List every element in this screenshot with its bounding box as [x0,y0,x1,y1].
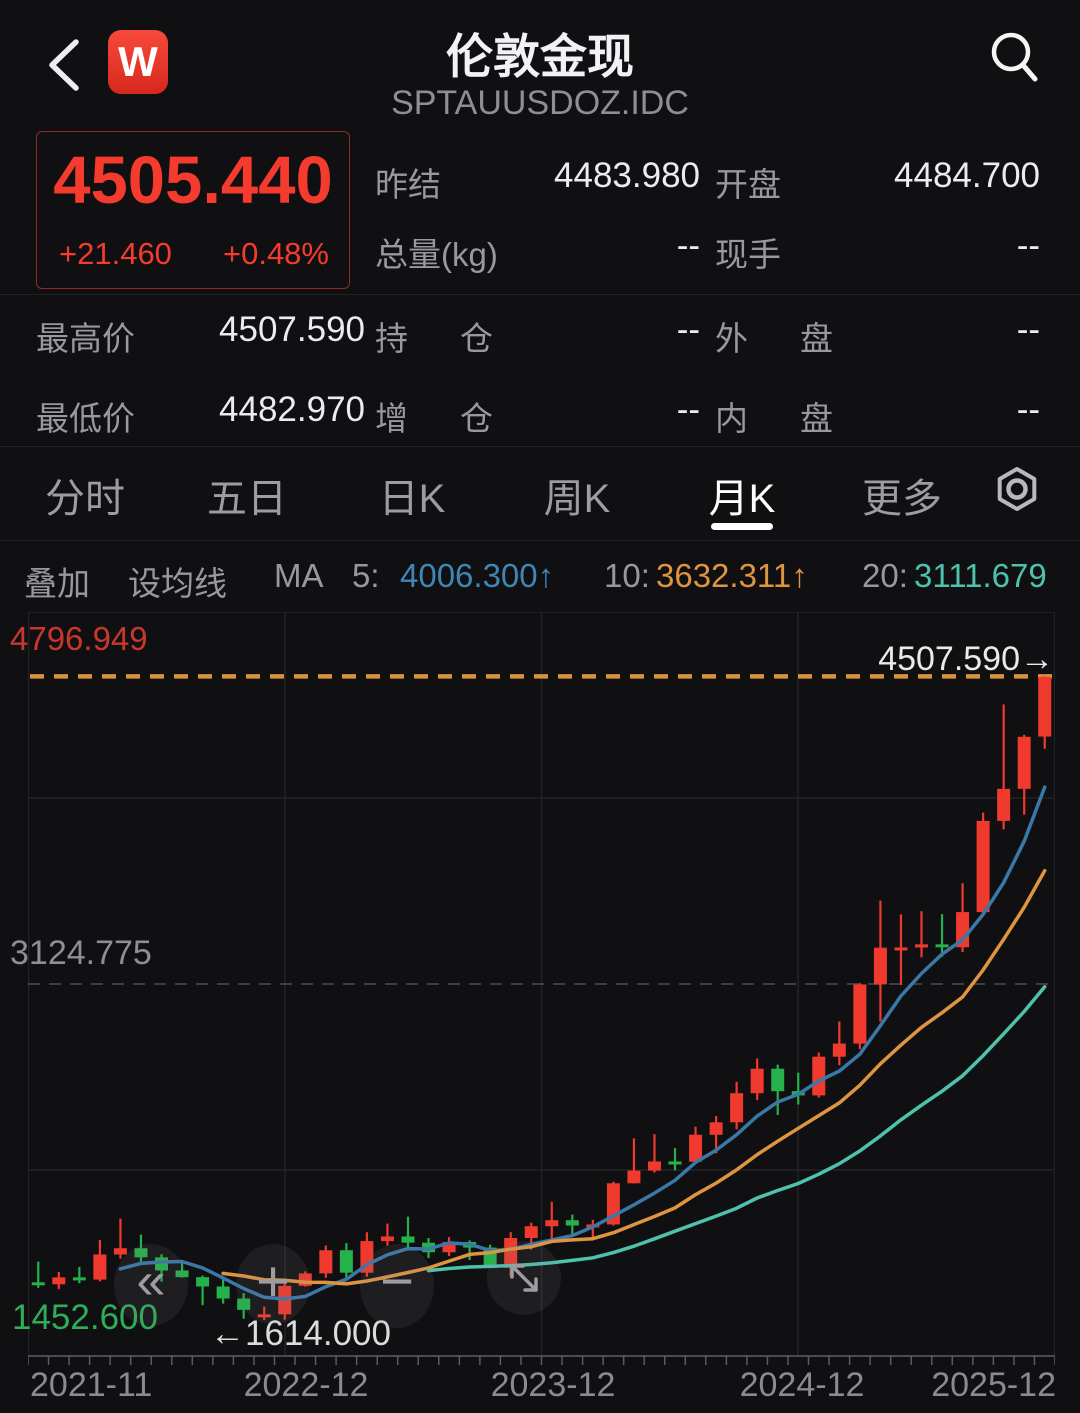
tab-daily-k[interactable]: 日K [378,477,446,521]
tab-more[interactable]: 更多 [862,477,942,521]
oi-change-label: 增仓 [375,400,493,437]
ma5-label: 5: [352,557,380,594]
chevron-left-icon [49,39,79,91]
high-label: 最高价 [36,320,135,357]
open-interest-value: -- [676,310,700,349]
tab-five-day[interactable]: 五日 [207,477,287,521]
current-volume-value: -- [1016,226,1040,265]
oi-change-value: -- [676,390,700,429]
outer-disc-label: 外盘 [715,320,833,357]
open-value: 4484.700 [894,156,1040,195]
ma20-label: 20: [862,557,908,594]
y-axis-min-label: 1452.600 [12,1298,158,1337]
chart-settings-button[interactable] [992,464,1042,518]
instrument-code: SPTAUUSDOZ.IDC [391,84,689,122]
ma5-value: 4006.300↑ [400,557,555,594]
outer-disc-value: -- [1016,310,1040,349]
x-axis-label: 2023-12 [490,1366,616,1404]
back-button[interactable] [42,34,88,96]
zoom-in-button[interactable]: + [236,1244,310,1324]
last-price: 4505.440 [53,143,333,218]
price-change-pct: +0.48% [222,236,329,271]
open-label: 开盘 [715,166,781,203]
page-title: 伦敦金现 [446,30,634,83]
scroll-back-button[interactable]: « [114,1244,188,1326]
open-interest-label: 持仓 [375,320,493,357]
tab-monthly-k[interactable]: 月K [708,477,776,521]
y-axis-max-label: 4796.949 [10,620,148,657]
candlestick-chart[interactable]: 4796.949 4507.590→ 3124.775 1452.600 ←16… [0,612,1080,1413]
search-button[interactable] [984,28,1044,92]
search-icon [991,32,1038,82]
resize-drag-button[interactable] [487,1241,561,1315]
x-axis-label: 2022-12 [243,1366,369,1404]
y-axis-mid-label: 3124.775 [10,934,152,972]
price-change: +21.460 [59,236,172,271]
tab-weekly-k[interactable]: 周K [543,477,611,521]
high-price-marker: 4507.590→ [878,640,1054,678]
ma20-value: 3111.679 [914,557,1047,594]
inner-disc-label: 内盘 [715,400,833,437]
active-tab-underline [711,523,773,530]
inner-disc-value: -- [1016,390,1040,429]
volume-label: 总量(kg) [375,236,498,273]
low-value: 4482.970 [219,390,365,429]
low-price-marker: ←1614.000 [210,1314,391,1353]
wind-app-logo[interactable]: W [108,30,168,94]
set-ma-button[interactable]: 设均线 [128,565,227,602]
last-price-box: 4505.440 +21.460 +0.48% [36,131,350,289]
diagonal-resize-icon [510,1264,538,1292]
logo-letter: W [118,38,158,85]
chart-canvas[interactable] [28,612,1055,1376]
zoom-out-button[interactable]: − [360,1244,434,1328]
ma-title: MA [274,557,324,594]
volume-value: -- [676,226,700,265]
current-volume-label: 现手 [715,236,781,273]
overlay-toggle[interactable]: 叠加 [24,565,90,602]
ma10-label: 10: [604,557,650,594]
x-axis-label: 2024-12 [739,1366,865,1404]
low-label: 最低价 [36,400,135,437]
prev-settle-label: 昨结 [375,166,441,203]
prev-settle-value: 4483.980 [554,156,700,195]
ma10-value: 3632.311↑ [656,557,808,594]
gear-icon [997,467,1037,511]
high-value: 4507.590 [219,310,365,349]
tab-intraday[interactable]: 分时 [45,477,125,521]
x-axis-label: 2021-11 [30,1366,153,1404]
x-axis-label: 2025-12 [931,1366,1056,1404]
